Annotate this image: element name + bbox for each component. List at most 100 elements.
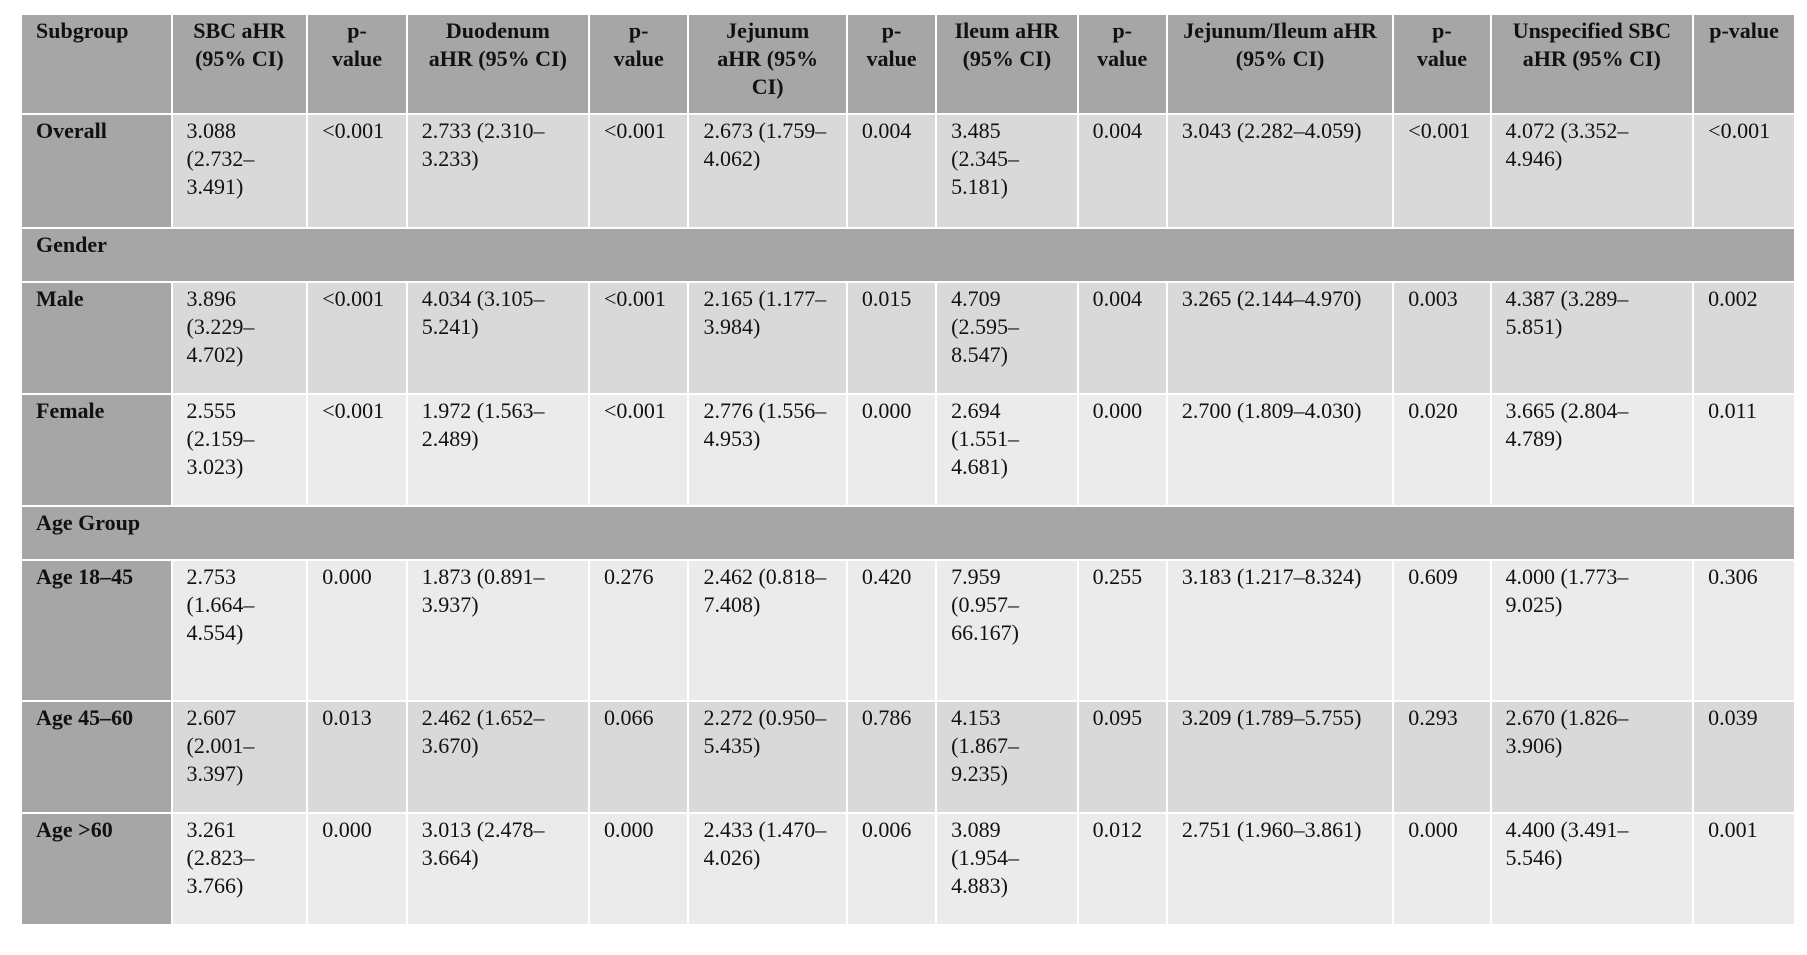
header-duodenum-ahr: Duodenum aHR (95% CI): [407, 15, 588, 113]
table-cell: 0.001: [1694, 814, 1794, 924]
table-cell: 0.004: [1078, 283, 1166, 393]
table-cell: 0.000: [1078, 395, 1166, 505]
table-cell: 2.670 (1.826–3.906): [1491, 702, 1693, 812]
row-label: Age 18–45: [22, 561, 171, 700]
table-cell: 2.776 (1.556–4.953): [689, 395, 846, 505]
header-ileum-ahr: Ileum aHR (95% CI): [937, 15, 1077, 113]
table-cell: 2.462 (1.652–3.670): [407, 702, 588, 812]
header-subgroup: Subgroup: [22, 15, 171, 113]
table-cell: <0.001: [1394, 115, 1490, 227]
table-cell: <0.001: [308, 283, 406, 393]
table-row-age-60-plus: Age >60 3.261 (2.823–3.766) 0.000 3.013 …: [22, 814, 1794, 924]
table-cell: 0.012: [1078, 814, 1166, 924]
table-cell: 3.183 (1.217–8.324): [1167, 561, 1393, 700]
table-cell: <0.001: [589, 283, 688, 393]
table-cell: 0.002: [1694, 283, 1794, 393]
table-cell: 3.265 (2.144–4.970): [1167, 283, 1393, 393]
table-cell: 1.972 (1.563–2.489): [407, 395, 588, 505]
table-cell: 0.004: [1078, 115, 1166, 227]
table-cell: 3.896 (3.229–4.702): [172, 283, 307, 393]
table-row-male: Male 3.896 (3.229–4.702) <0.001 4.034 (3…: [22, 283, 1794, 393]
table-cell: 4.387 (3.289–5.851): [1491, 283, 1693, 393]
header-jejunum-ileum-ahr: Jejunum/Ileum aHR (95% CI): [1167, 15, 1393, 113]
header-jejunum-p-value: p-value: [847, 15, 936, 113]
table-row-age-18-45: Age 18–45 2.753 (1.664–4.554) 0.000 1.87…: [22, 561, 1794, 700]
table-cell: 2.751 (1.960–3.861): [1167, 814, 1393, 924]
table-row-overall: Overall 3.088 (2.732–3.491) <0.001 2.733…: [22, 115, 1794, 227]
table-cell: 7.959 (0.957–66.167): [937, 561, 1077, 700]
table-cell: 3.013 (2.478–3.664): [407, 814, 588, 924]
table-cell: 0.095: [1078, 702, 1166, 812]
table-cell: 2.433 (1.470–4.026): [689, 814, 846, 924]
table-cell: 0.004: [847, 115, 936, 227]
table-cell: 0.276: [589, 561, 688, 700]
section-heading-gender: Gender: [22, 229, 1794, 281]
table-cell: 0.293: [1394, 702, 1490, 812]
table-cell: 2.673 (1.759–4.062): [689, 115, 846, 227]
table-cell: 0.039: [1694, 702, 1794, 812]
header-duodenum-p-value: p-value: [589, 15, 688, 113]
table-cell: 0.000: [308, 814, 406, 924]
table-cell: 0.000: [847, 395, 936, 505]
table-cell: 2.753 (1.664–4.554): [172, 561, 307, 700]
table-cell: 3.665 (2.804–4.789): [1491, 395, 1693, 505]
table-cell: 2.733 (2.310–3.233): [407, 115, 588, 227]
table-cell: 0.006: [847, 814, 936, 924]
table-cell: 4.400 (3.491–5.546): [1491, 814, 1693, 924]
table-cell: 3.043 (2.282–4.059): [1167, 115, 1393, 227]
table-cell: <0.001: [589, 115, 688, 227]
header-unspecified-sbc-ahr: Unspecified SBC aHR (95% CI): [1491, 15, 1693, 113]
row-label: Female: [22, 395, 171, 505]
table-cell: 0.786: [847, 702, 936, 812]
table-header-row: Subgroup SBC aHR (95% CI) p-value Duoden…: [22, 15, 1794, 113]
header-jejunum-ileum-p-value: p-value: [1394, 15, 1490, 113]
section-heading-age-group: Age Group: [22, 507, 1794, 559]
table-cell: 0.000: [308, 561, 406, 700]
table-cell: 4.000 (1.773–9.025): [1491, 561, 1693, 700]
table-cell: 0.013: [308, 702, 406, 812]
table-row-female: Female 2.555 (2.159–3.023) <0.001 1.972 …: [22, 395, 1794, 505]
table-cell: 0.000: [589, 814, 688, 924]
table-cell: 0.015: [847, 283, 936, 393]
table-cell: 0.066: [589, 702, 688, 812]
table-cell: 1.873 (0.891–3.937): [407, 561, 588, 700]
table-cell: 2.165 (1.177–3.984): [689, 283, 846, 393]
table-cell: <0.001: [308, 115, 406, 227]
table-cell: 0.020: [1394, 395, 1490, 505]
table-cell: 4.709 (2.595–8.547): [937, 283, 1077, 393]
table-cell: 4.034 (3.105–5.241): [407, 283, 588, 393]
table-cell: 2.700 (1.809–4.030): [1167, 395, 1393, 505]
section-row-age-group: Age Group: [22, 507, 1794, 559]
table-cell: 3.089 (1.954–4.883): [937, 814, 1077, 924]
table-cell: 0.420: [847, 561, 936, 700]
table-cell: 0.306: [1694, 561, 1794, 700]
table-cell: 2.555 (2.159–3.023): [172, 395, 307, 505]
header-jejunum-ahr: Jejunum aHR (95% CI): [689, 15, 846, 113]
row-label: Age 45–60: [22, 702, 171, 812]
table-cell: <0.001: [1694, 115, 1794, 227]
header-unspecified-sbc-p-value: p-value: [1694, 15, 1794, 113]
subgroup-hazard-ratio-table: Subgroup SBC aHR (95% CI) p-value Duoden…: [20, 13, 1796, 926]
table-cell: 2.462 (0.818–7.408): [689, 561, 846, 700]
table-cell: <0.001: [308, 395, 406, 505]
header-ileum-p-value: p-value: [1078, 15, 1166, 113]
table-cell: 3.088 (2.732–3.491): [172, 115, 307, 227]
table-cell: <0.001: [589, 395, 688, 505]
table-row-age-45-60: Age 45–60 2.607 (2.001–3.397) 0.013 2.46…: [22, 702, 1794, 812]
table-cell: 4.153 (1.867–9.235): [937, 702, 1077, 812]
header-sbc-p-value: p-value: [308, 15, 406, 113]
table-cell: 3.485 (2.345–5.181): [937, 115, 1077, 227]
table-cell: 0.255: [1078, 561, 1166, 700]
table-cell: 0.609: [1394, 561, 1490, 700]
table-cell: 2.607 (2.001–3.397): [172, 702, 307, 812]
table-cell: 3.261 (2.823–3.766): [172, 814, 307, 924]
table-cell: 2.694 (1.551–4.681): [937, 395, 1077, 505]
row-label: Male: [22, 283, 171, 393]
table-cell: 4.072 (3.352–4.946): [1491, 115, 1693, 227]
header-sbc-ahr: SBC aHR (95% CI): [172, 15, 307, 113]
table-cell: 0.011: [1694, 395, 1794, 505]
table-cell: 0.003: [1394, 283, 1490, 393]
table-cell: 2.272 (0.950–5.435): [689, 702, 846, 812]
results-table-container: Subgroup SBC aHR (95% CI) p-value Duoden…: [20, 13, 1796, 926]
table-cell: 3.209 (1.789–5.755): [1167, 702, 1393, 812]
